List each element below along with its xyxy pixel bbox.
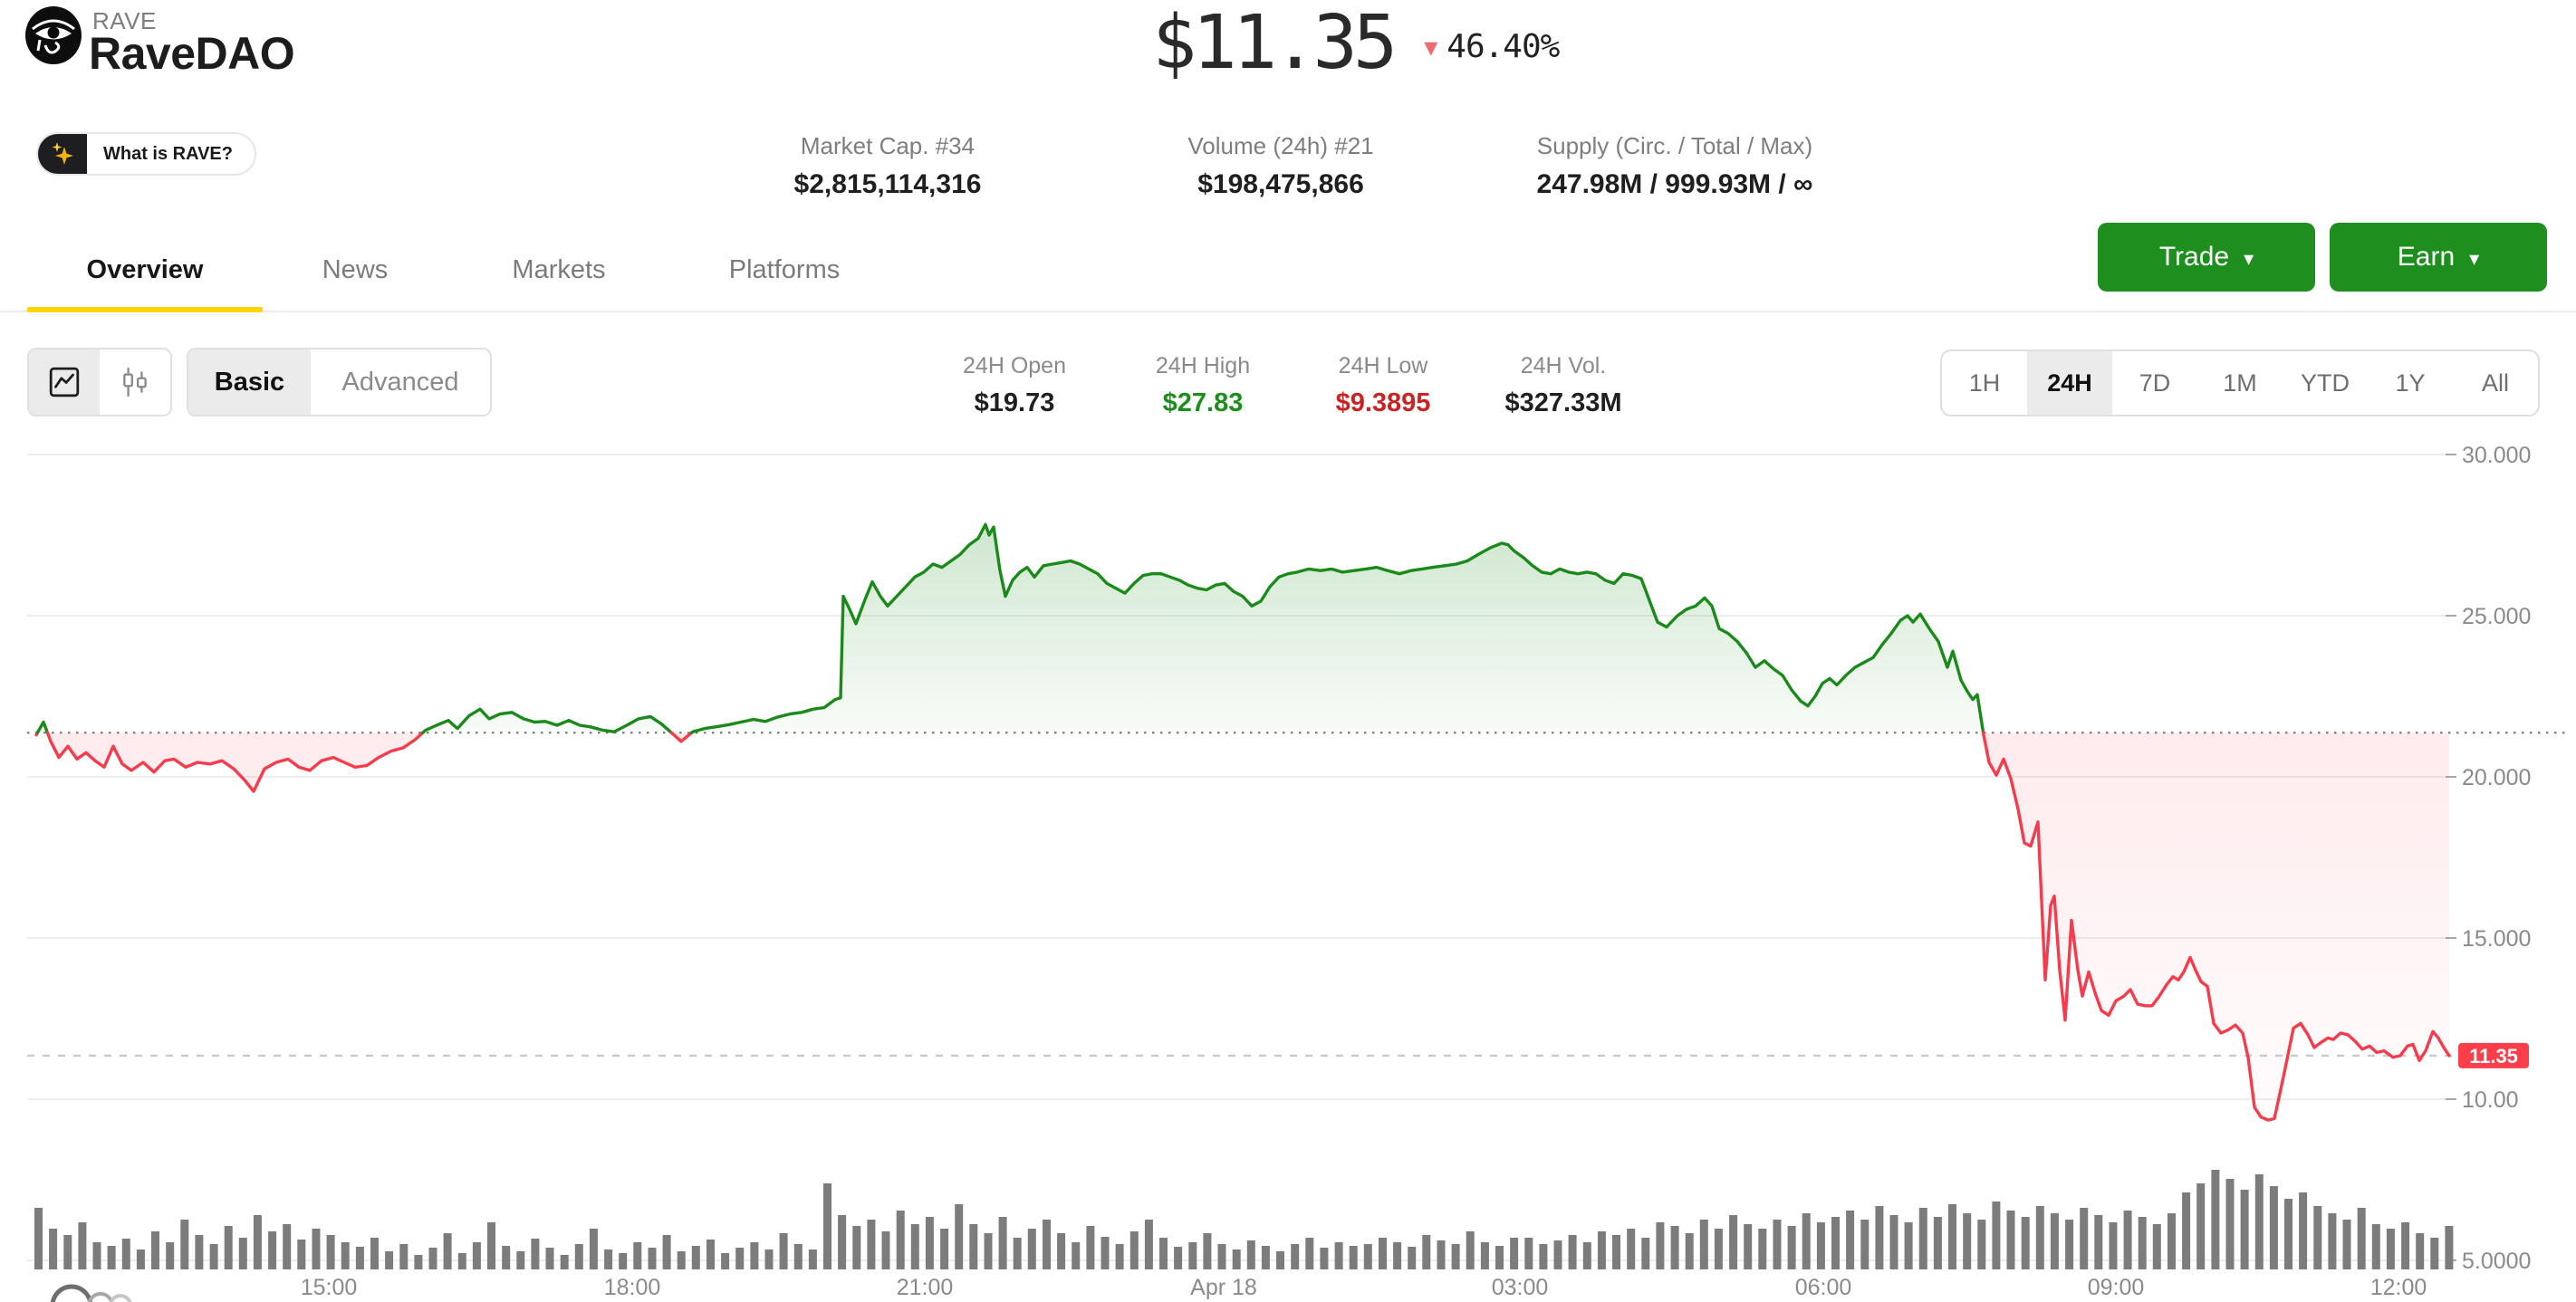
what-is-rave-button[interactable]: What is RAVE? [36,132,256,176]
svg-text:20.000: 20.000 [2462,765,2531,790]
volume-bars [34,1170,2454,1269]
tabs-divider [0,311,2576,312]
eye-of-horus-icon [25,6,82,64]
current-price: $11.35 [1152,0,1398,86]
range-24h[interactable]: 24H [2027,351,2112,415]
svg-text:06:00: 06:00 [1795,1275,1852,1300]
svg-text:Apr 18: Apr 18 [1190,1275,1257,1300]
stat-value: $19.73 [974,388,1055,417]
svg-text:11.35: 11.35 [2469,1045,2518,1067]
earn-button-label: Earn [2397,242,2456,272]
svg-text:15:00: 15:00 [301,1275,358,1300]
what-is-rave-label: What is RAVE? [103,143,233,164]
tab-news[interactable]: News [322,255,389,284]
tab-platforms[interactable]: Platforms [728,255,841,284]
stat-value: $9.3895 [1335,388,1431,417]
candlestick-icon [123,368,147,397]
coin-name: RaveDAO [89,28,295,79]
mode-basic[interactable]: Basic [188,349,311,415]
svg-text:12:00: 12:00 [2370,1275,2427,1300]
stat-label: 24H Low [1338,353,1428,378]
stat-label: Volume (24h) #21 [1187,132,1374,159]
time-range-selector: 1H 24H 7D 1M YTD 1Y All [1940,349,2540,416]
current-price-badge: 11.35 [2458,1042,2529,1068]
earn-button[interactable]: Earn ▾ [2330,223,2547,292]
tab-overview[interactable]: Overview [86,255,204,284]
price-line [34,522,2451,1122]
svg-text:10.00: 10.00 [2462,1087,2519,1113]
stat-24h-high: 24H High $27.83 [1156,353,1250,418]
price-change-percent: 46.40% [1447,28,1560,65]
stat-value: $327.33M [1504,388,1622,417]
x-axis: 15:00 18:00 21:00 Apr 18 03:00 06:00 09:00 12:0… [301,1275,2427,1300]
svg-text:25.000: 25.000 [2462,604,2531,629]
stat-label: 24H Vol. [1520,353,1607,378]
price-chart-canvas[interactable]: 30.000 25.000 20.000 15.000 10.00 5.0000 15:00… [0,426,2576,1302]
chart-type-toggle [27,348,172,416]
svg-text:5.0000: 5.0000 [2462,1249,2531,1274]
active-tab-underline [27,307,263,312]
stat-24h-low: 24H Low $9.3895 [1336,353,1431,418]
tab-markets[interactable]: Markets [512,255,606,284]
stat-value: $198,475,866 [1197,169,1364,199]
svg-text:21:00: 21:00 [897,1275,954,1300]
range-ytd[interactable]: YTD [2301,369,2350,397]
line-chart-icon [49,367,80,397]
svg-text:09:00: 09:00 [2088,1275,2145,1300]
trade-button[interactable]: Trade ▾ [2098,223,2315,292]
stat-value: 247.98M / 999.93M / ∞ [1536,169,1813,199]
chevron-down-icon: ▾ [2469,247,2480,270]
mode-advanced-label: Advanced [341,367,459,397]
triangle-down-icon: ▾ [1424,33,1438,62]
coin-logo [24,5,83,65]
stat-24h-vol: 24H Vol. $327.33M [1505,353,1622,418]
svg-text:30.000: 30.000 [2462,443,2531,468]
stat-24h-open: 24H Open $19.73 [963,353,1066,418]
stat-value: $2,815,114,316 [793,169,982,199]
chevron-down-icon: ▾ [2244,247,2254,270]
stat-label: Market Cap. #34 [800,132,976,159]
range-7d[interactable]: 7D [2139,369,2171,397]
sparkles-icon [38,134,87,174]
stat-value: $27.83 [1162,388,1244,417]
trade-button-label: Trade [2158,242,2230,272]
stat-supply: Supply (Circ. / Total / Max) 247.98M / 9… [1537,132,1813,200]
range-1m[interactable]: 1M [2223,369,2257,397]
stat-label: 24H High [1155,353,1251,378]
stat-volume: Volume (24h) #21 $198,475,866 [1187,132,1373,200]
mode-toggle: Basic Advanced [187,348,492,416]
stat-label: 24H Open [963,353,1066,378]
candlestick-toggle[interactable] [100,349,170,415]
range-all[interactable]: All [2481,369,2509,397]
stat-label: Supply (Circ. / Total / Max) [1536,132,1813,159]
coin-symbol: RAVE [92,7,157,34]
svg-text:18:00: 18:00 [604,1275,661,1300]
stat-market-cap: Market Cap. #34 $2,815,114,316 [794,132,982,200]
next-section-fragment [50,1284,132,1302]
svg-text:03:00: 03:00 [1492,1275,1549,1300]
mode-basic-label: Basic [214,367,285,397]
range-1h[interactable]: 1H [1968,369,2001,397]
price-area [36,524,2449,1121]
mode-advanced[interactable]: Advanced [311,349,490,415]
line-chart-toggle[interactable] [29,349,100,415]
svg-text:15.000: 15.000 [2462,926,2531,952]
range-1y[interactable]: 1Y [2395,369,2426,397]
price-block: $11.35 ▾ 46.40% [1152,0,1560,86]
